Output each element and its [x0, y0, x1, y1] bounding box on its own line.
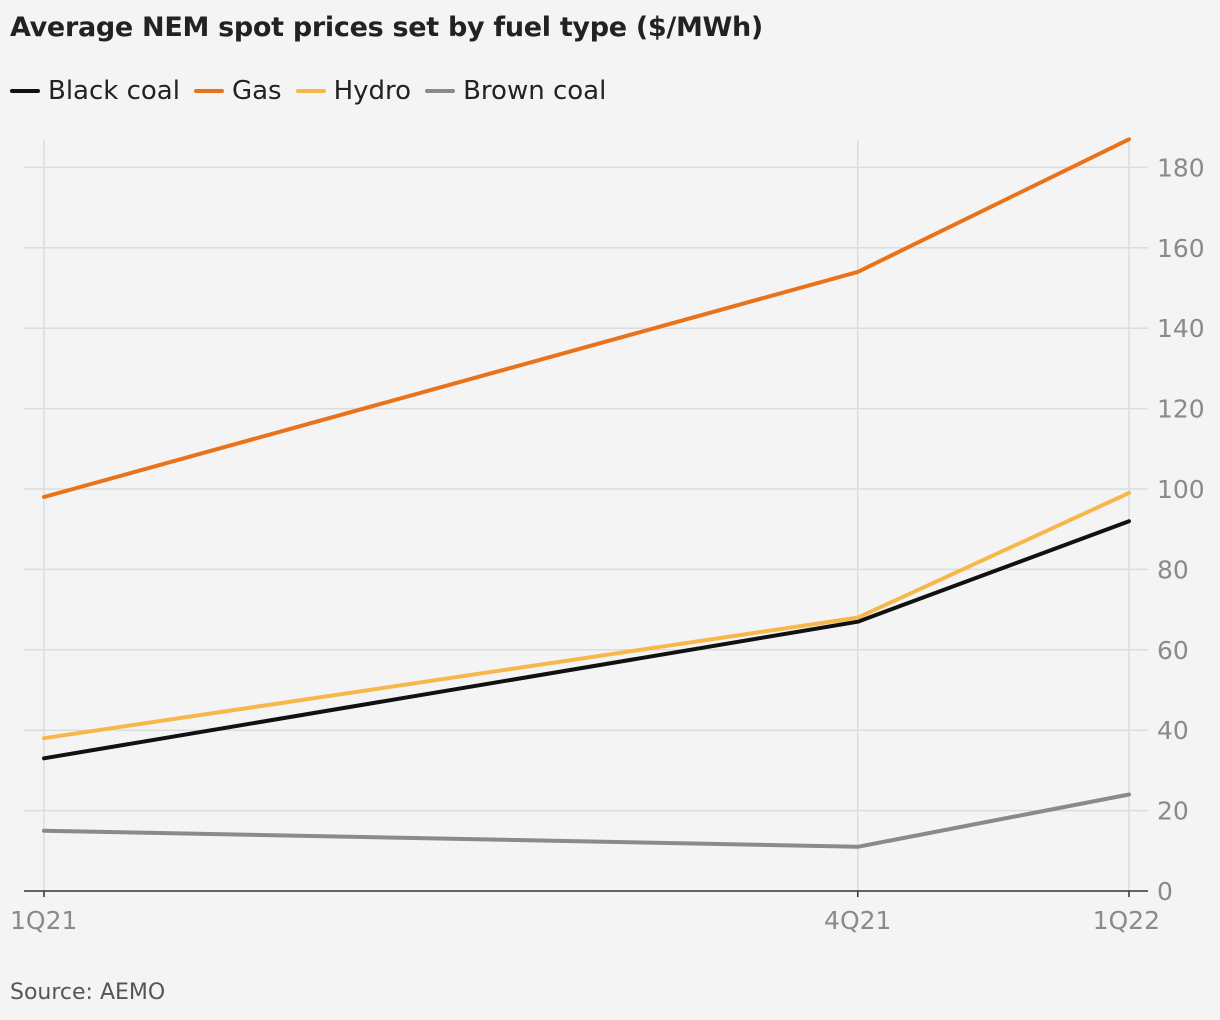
series-line-black-coal — [42, 519, 1131, 761]
y-tick-label: 60 — [1157, 636, 1189, 665]
x-tick-label: 4Q21 — [824, 906, 891, 935]
source-note: Source: AEMO — [10, 980, 166, 1005]
legend-swatch — [425, 89, 456, 93]
legend-swatch — [295, 89, 326, 93]
legend-item-brown-coal: Brown coal — [425, 76, 606, 106]
legend-label: Brown coal — [463, 76, 607, 106]
y-tick-label: 120 — [1157, 395, 1205, 424]
axes — [24, 890, 1148, 897]
x-tick-label: 1Q22 — [1093, 906, 1160, 935]
legend-label: Gas — [231, 76, 282, 106]
y-tick-label: 20 — [1157, 797, 1189, 826]
y-tick-label: 40 — [1157, 716, 1189, 745]
y-tick-label: 160 — [1157, 234, 1205, 263]
legend-label: Black coal — [48, 76, 180, 106]
tick-labels: 0 20 40 60 80 100 120 140 160 180 1Q21 4Q21 1Q22 — [10, 153, 1205, 935]
y-tick-label: 100 — [1157, 475, 1205, 504]
legend-item-hydro: Hydro — [295, 76, 412, 106]
series-line-gas — [42, 137, 1131, 499]
chart-title: Average NEM spot prices set by fuel type… — [10, 12, 763, 43]
y-tick-label: 140 — [1157, 314, 1205, 343]
x-tick-label: 1Q21 — [10, 906, 77, 935]
y-tick-label: 180 — [1157, 153, 1205, 182]
legend-swatch — [10, 89, 40, 93]
y-tick-label: 80 — [1157, 555, 1189, 584]
y-tick-label: 0 — [1157, 877, 1173, 906]
legend-swatch — [193, 89, 224, 93]
series-lines — [42, 137, 1131, 849]
legend: Black coal Gas Hydro Brown coal — [10, 76, 620, 106]
series-line-brown-coal — [42, 792, 1131, 849]
legend-item-black-coal: Black coal — [10, 76, 180, 106]
legend-item-gas: Gas — [193, 76, 282, 106]
series-line-hydro — [42, 491, 1131, 741]
legend-label: Hydro — [333, 76, 412, 106]
gridlines — [24, 140, 1148, 891]
